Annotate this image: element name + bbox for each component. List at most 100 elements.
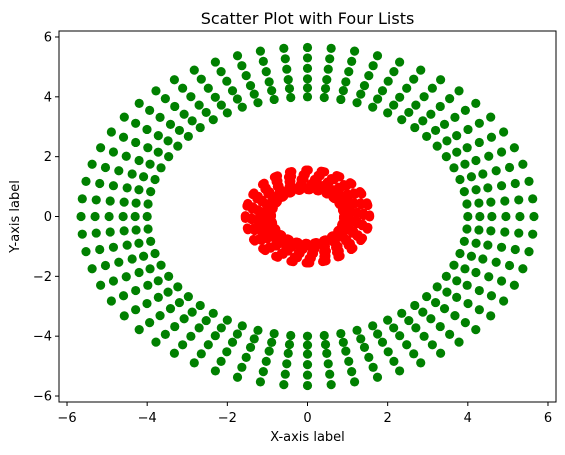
green-point — [410, 122, 420, 133]
green-point — [496, 242, 507, 252]
green-point — [95, 178, 105, 189]
green-point — [134, 98, 144, 108]
green-point — [336, 328, 346, 339]
x-tick-label: −6 — [57, 411, 76, 426]
green-point — [410, 300, 420, 311]
green-point — [249, 334, 259, 344]
green-point — [170, 321, 180, 332]
green-point — [377, 86, 388, 96]
green-point — [216, 67, 226, 77]
green-point — [131, 285, 141, 296]
green-point — [280, 369, 290, 379]
green-point — [183, 131, 193, 142]
green-point — [119, 311, 129, 321]
green-point — [151, 337, 161, 347]
red-point — [265, 187, 275, 197]
green-point — [108, 276, 119, 286]
green-point — [419, 92, 429, 102]
green-point — [96, 280, 106, 290]
red-point — [335, 200, 345, 210]
green-point — [143, 224, 153, 234]
green-point — [121, 272, 131, 282]
green-point — [87, 159, 97, 169]
green-point — [100, 162, 111, 173]
green-point — [143, 199, 153, 209]
green-point — [475, 211, 485, 222]
green-point — [145, 318, 155, 328]
x-tick-label: 6 — [544, 411, 552, 426]
green-point — [194, 323, 204, 333]
green-point — [201, 315, 211, 326]
y-tick-label: 0 — [44, 210, 52, 225]
green-point — [466, 251, 477, 261]
red-point — [328, 235, 338, 245]
green-point — [356, 89, 366, 99]
green-point — [241, 71, 251, 81]
green-point — [131, 305, 141, 315]
green-point — [145, 105, 155, 115]
green-point — [106, 127, 116, 137]
green-point — [404, 107, 414, 118]
green-point — [483, 240, 493, 250]
green-point — [389, 100, 399, 110]
green-point — [474, 225, 484, 235]
green-point — [352, 325, 362, 335]
green-point — [302, 42, 313, 53]
red-point — [305, 185, 315, 195]
green-point — [267, 337, 277, 347]
red-point — [286, 181, 297, 191]
green-point — [486, 112, 496, 122]
green-point — [466, 172, 477, 182]
red-point — [326, 187, 336, 197]
green-point — [164, 152, 174, 162]
green-point — [377, 337, 388, 347]
red-point — [301, 258, 311, 268]
red-point — [259, 178, 269, 188]
green-point — [283, 75, 293, 85]
green-point — [143, 143, 153, 153]
green-point — [153, 147, 163, 157]
green-point — [514, 228, 524, 238]
green-point — [160, 329, 170, 339]
red-point — [347, 228, 357, 238]
green-point — [127, 254, 137, 264]
green-point — [186, 331, 196, 341]
green-point — [145, 264, 155, 274]
green-point — [150, 174, 160, 185]
green-point — [409, 74, 419, 84]
green-point — [146, 187, 156, 197]
green-point — [463, 298, 473, 309]
green-point — [518, 159, 528, 169]
red-point — [343, 240, 353, 250]
green-point — [210, 366, 220, 376]
green-point — [150, 248, 160, 259]
green-point — [261, 356, 271, 366]
green-point — [416, 65, 426, 75]
green-point — [138, 172, 149, 182]
green-point — [302, 380, 313, 391]
green-point — [471, 238, 481, 248]
green-point — [322, 75, 332, 85]
green-point — [142, 124, 152, 135]
green-point — [432, 141, 442, 151]
green-point — [134, 325, 144, 335]
green-point — [90, 211, 100, 222]
y-tick-label: −2 — [33, 270, 52, 285]
green-point — [227, 86, 238, 96]
green-point — [409, 349, 419, 359]
green-point — [352, 98, 362, 108]
green-point — [241, 352, 251, 362]
red-point — [249, 223, 259, 233]
green-point — [500, 227, 510, 237]
green-point — [267, 86, 277, 96]
green-point — [432, 282, 442, 292]
green-point — [232, 372, 243, 382]
green-point — [81, 176, 91, 186]
green-point — [404, 315, 414, 326]
x-tick-label: 2 — [384, 411, 392, 426]
green-point — [91, 195, 101, 205]
red-point — [319, 247, 329, 257]
green-point — [258, 56, 268, 66]
green-point — [356, 334, 366, 344]
green-point — [286, 92, 296, 103]
